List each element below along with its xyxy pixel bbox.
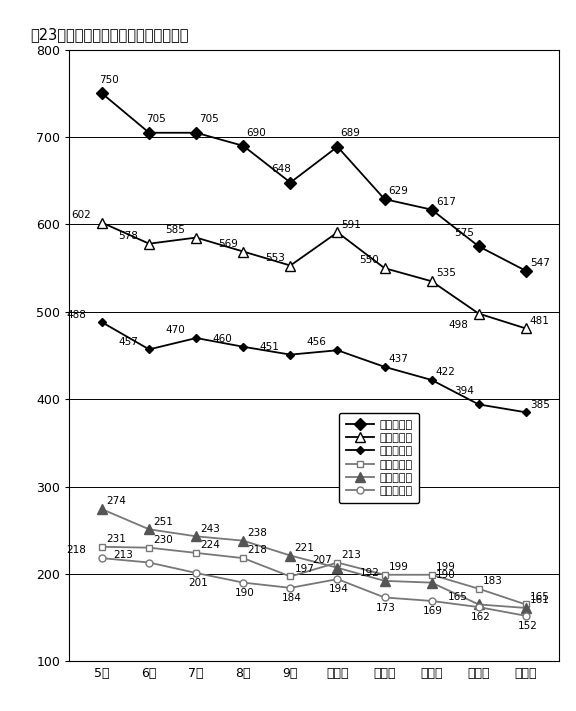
Text: 488: 488 — [66, 309, 86, 319]
Text: 617: 617 — [436, 197, 456, 207]
Text: 221: 221 — [294, 542, 314, 552]
Text: 460: 460 — [213, 334, 233, 344]
Text: 481: 481 — [530, 316, 550, 326]
Text: 750: 750 — [99, 75, 119, 85]
Text: 218: 218 — [248, 545, 267, 555]
Text: 238: 238 — [248, 528, 267, 538]
Text: 194: 194 — [329, 584, 349, 594]
Text: 385: 385 — [530, 400, 550, 410]
Text: 553: 553 — [266, 252, 285, 263]
Text: 575: 575 — [454, 228, 473, 238]
Text: 230: 230 — [153, 535, 173, 545]
Text: 165: 165 — [448, 592, 468, 602]
Text: 218: 218 — [66, 545, 86, 555]
Text: 184: 184 — [282, 593, 302, 603]
Text: 705: 705 — [146, 114, 166, 124]
Legend: 県　北　部, 宮崎東諸県, 都城北諸県, 西都・児湯, 日南・串間, 小林西諸県: 県 北 部, 宮崎東諸県, 都城北諸県, 西都・児湯, 日南・串間, 小林西諸県 — [339, 413, 419, 503]
Text: 183: 183 — [483, 576, 503, 586]
Text: 591: 591 — [342, 220, 362, 230]
Text: 569: 569 — [218, 239, 238, 249]
Text: 図23　広域市町村別の年次別事業所数: 図23 広域市町村別の年次別事業所数 — [30, 26, 188, 42]
Text: 207: 207 — [312, 555, 332, 565]
Text: 394: 394 — [454, 386, 473, 396]
Text: 578: 578 — [119, 231, 138, 241]
Text: 602: 602 — [71, 210, 91, 220]
Text: 152: 152 — [517, 621, 537, 631]
Text: 162: 162 — [471, 612, 490, 622]
Text: 190: 190 — [235, 588, 255, 598]
Text: 243: 243 — [200, 523, 220, 533]
Text: 165: 165 — [530, 592, 550, 602]
Text: 213: 213 — [113, 550, 133, 560]
Text: 470: 470 — [166, 325, 185, 336]
Text: 629: 629 — [389, 186, 408, 196]
Text: 456: 456 — [307, 338, 327, 348]
Text: 213: 213 — [342, 550, 362, 560]
Text: 547: 547 — [530, 258, 550, 268]
Text: 422: 422 — [436, 367, 456, 377]
Text: 173: 173 — [376, 603, 396, 613]
Text: 550: 550 — [359, 255, 379, 265]
Text: 451: 451 — [260, 342, 280, 352]
Text: 190: 190 — [436, 570, 456, 580]
Text: 705: 705 — [199, 114, 219, 124]
Text: 585: 585 — [166, 225, 185, 235]
Text: 690: 690 — [246, 127, 266, 137]
Text: 199: 199 — [436, 562, 456, 572]
Text: 251: 251 — [153, 517, 173, 527]
Text: 689: 689 — [340, 129, 360, 139]
Text: 457: 457 — [119, 336, 138, 346]
Text: 648: 648 — [271, 164, 291, 174]
Text: 231: 231 — [106, 534, 126, 544]
Text: 201: 201 — [188, 578, 207, 588]
Text: 498: 498 — [448, 320, 468, 330]
Text: 192: 192 — [359, 568, 380, 578]
Text: 161: 161 — [530, 595, 550, 605]
Text: 437: 437 — [389, 354, 408, 364]
Text: 224: 224 — [200, 540, 220, 550]
Text: 274: 274 — [106, 496, 126, 506]
Text: 535: 535 — [436, 269, 456, 279]
Text: 197: 197 — [294, 564, 314, 574]
Text: 199: 199 — [389, 562, 408, 572]
Text: 169: 169 — [423, 606, 443, 616]
